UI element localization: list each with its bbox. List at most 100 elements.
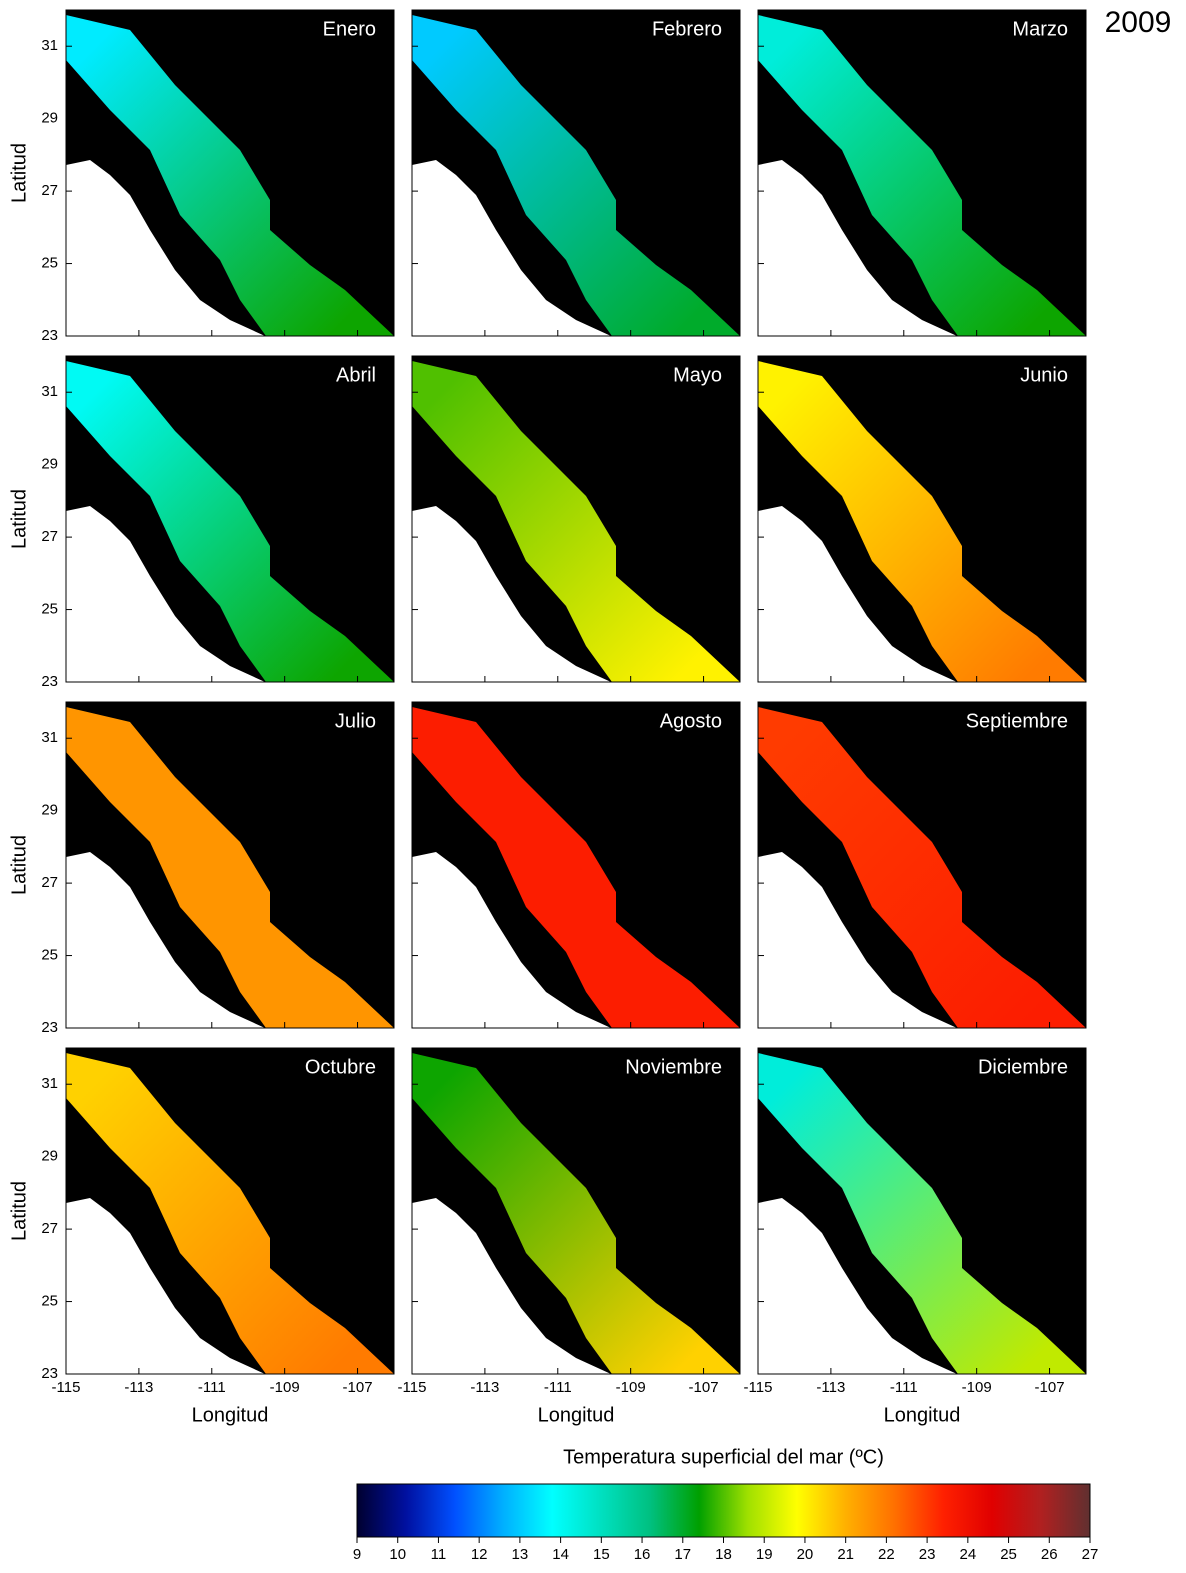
gulf-sst xyxy=(66,361,394,682)
map-panel: Febrero xyxy=(411,9,741,337)
y-tick-label: 31 xyxy=(41,383,58,400)
month-label: Febrero xyxy=(652,18,722,40)
figure-title: 2009 xyxy=(1105,6,1172,39)
x-tick-label: -109 xyxy=(962,1379,992,1396)
colorbar-tick-label: 10 xyxy=(389,1546,406,1563)
colorbar-tick-label: 14 xyxy=(552,1546,569,1563)
map-panel: Abril 23 25 27 29 31 Latitud xyxy=(8,355,395,690)
month-label: Marzo xyxy=(1012,18,1068,40)
colorbar-tick-label: 20 xyxy=(797,1546,814,1563)
month-label: Diciembre xyxy=(978,1056,1068,1078)
map-panel: Octubre -115 -113 -111 -109 -107 23 25 27 29 31 Lat… xyxy=(8,1047,395,1426)
x-tick-label: -107 xyxy=(689,1379,719,1396)
pacific-ocean xyxy=(412,1198,611,1374)
colorbar-tick-label: 26 xyxy=(1041,1546,1058,1563)
colorbar-tick-label: 25 xyxy=(1000,1546,1017,1563)
panel-frame xyxy=(757,701,1087,1029)
y-axis-label: Latitud xyxy=(8,489,30,549)
pacific-ocean xyxy=(412,160,611,336)
y-tick-label: 31 xyxy=(41,729,58,746)
x-tick-label: -111 xyxy=(544,1379,572,1396)
map-panel: Enero 23 25 27 29 31 Latitud xyxy=(8,9,395,344)
map-panel: Mayo xyxy=(411,355,741,683)
y-tick-label: 29 xyxy=(41,110,58,127)
x-tick-label: -115 xyxy=(744,1379,773,1396)
panel-frame xyxy=(411,701,741,1029)
month-label: Septiembre xyxy=(966,710,1068,732)
colorbar-tick-label: 21 xyxy=(837,1546,854,1563)
panel-frame xyxy=(757,355,1087,683)
x-tick-label: -111 xyxy=(890,1379,918,1396)
y-tick-label: 25 xyxy=(41,1293,58,1310)
x-tick-label: -113 xyxy=(816,1379,845,1396)
pacific-ocean xyxy=(412,506,611,682)
x-tick-label: -115 xyxy=(52,1379,81,1396)
y-tick-label: 31 xyxy=(41,37,58,54)
gulf-sst xyxy=(758,15,1086,336)
x-axis-label: Longitud xyxy=(192,1404,269,1426)
y-tick-label: 23 xyxy=(41,1365,58,1382)
gulf-sst xyxy=(758,361,1086,682)
colorbar-tick-label: 23 xyxy=(919,1546,936,1563)
gulf-sst xyxy=(66,15,394,336)
colorbar-tick-label: 22 xyxy=(878,1546,895,1563)
x-tick-label: -109 xyxy=(270,1379,300,1396)
colorbar-tick-label: 17 xyxy=(674,1546,691,1563)
month-label: Mayo xyxy=(673,364,722,386)
y-tick-label: 29 xyxy=(41,1148,58,1165)
gulf-sst xyxy=(758,707,1086,1028)
pacific-ocean xyxy=(758,1198,957,1374)
map-panel: Diciembre -115 -113 -111 -109 -107 Longitud xyxy=(744,1047,1087,1426)
colorbar-tick-label: 18 xyxy=(715,1546,732,1563)
y-tick-label: 25 xyxy=(41,947,58,964)
pacific-ocean xyxy=(758,852,957,1028)
y-tick-label: 27 xyxy=(41,182,58,199)
month-label: Enero xyxy=(323,18,376,40)
panel-frame xyxy=(411,9,741,337)
colorbar-tick-label: 15 xyxy=(593,1546,610,1563)
y-tick-label: 23 xyxy=(41,327,58,344)
x-tick-label: -107 xyxy=(343,1379,373,1396)
colorbar-tick-label: 13 xyxy=(512,1546,529,1563)
pacific-ocean xyxy=(66,160,265,336)
colorbar-tick-label: 11 xyxy=(431,1546,447,1563)
y-tick-label: 29 xyxy=(41,802,58,819)
x-tick-label: -115 xyxy=(398,1379,427,1396)
gulf-sst xyxy=(412,1053,740,1374)
x-tick-label: -111 xyxy=(198,1379,226,1396)
month-label: Octubre xyxy=(305,1056,376,1078)
month-label: Junio xyxy=(1020,364,1068,386)
month-label: Agosto xyxy=(660,710,722,732)
x-tick-label: -113 xyxy=(470,1379,499,1396)
y-tick-label: 23 xyxy=(41,673,58,690)
y-tick-label: 25 xyxy=(41,601,58,618)
panel-frame xyxy=(757,1047,1087,1375)
month-label: Noviembre xyxy=(625,1056,722,1078)
y-tick-label: 27 xyxy=(41,874,58,891)
map-panel: Noviembre -115 -113 -111 -109 -107 Longitud xyxy=(398,1047,741,1426)
colorbar xyxy=(356,1483,1091,1538)
gulf-sst xyxy=(412,707,740,1028)
panel-frame xyxy=(757,9,1087,337)
pacific-ocean xyxy=(412,852,611,1028)
map-panel: Marzo xyxy=(757,9,1087,337)
pacific-ocean xyxy=(758,506,957,682)
y-axis-label: Latitud xyxy=(8,835,30,895)
pacific-ocean xyxy=(758,160,957,336)
gulf-sst xyxy=(758,1053,1086,1374)
x-tick-label: -109 xyxy=(616,1379,646,1396)
y-axis-label: Latitud xyxy=(8,143,30,203)
map-panel: Agosto xyxy=(411,701,741,1029)
panel-frame xyxy=(411,355,741,683)
panel-frame xyxy=(411,1047,741,1375)
y-tick-label: 27 xyxy=(41,528,58,545)
x-tick-label: -113 xyxy=(124,1379,153,1396)
y-tick-label: 27 xyxy=(41,1220,58,1237)
panel-frame xyxy=(65,701,395,1029)
colorbar-tick-label: 27 xyxy=(1082,1546,1099,1563)
y-tick-label: 23 xyxy=(41,1019,58,1036)
pacific-ocean xyxy=(66,506,265,682)
panel-frame xyxy=(65,9,395,337)
